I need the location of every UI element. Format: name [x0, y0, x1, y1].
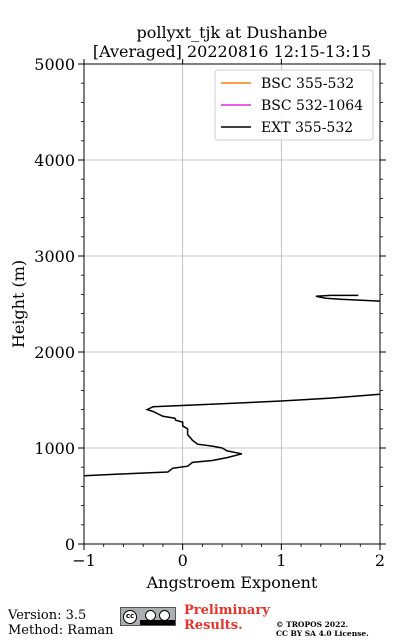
method-text: Method: Raman: [8, 623, 114, 638]
legend-box: [214, 69, 374, 141]
preliminary-line-2: Results.: [184, 618, 243, 633]
y-tick-label: 5000: [34, 55, 75, 74]
y-axis-label: Height (m): [9, 260, 28, 348]
y-tick-label: 2000: [34, 343, 75, 362]
copyright-line-2: CC BY SA 4.0 License.: [276, 629, 369, 638]
grid: [84, 64, 380, 544]
version-text: Version: 3.5: [8, 608, 87, 623]
legend-label: BSC 355-532: [261, 76, 354, 92]
x-tick-label: 2: [375, 551, 385, 570]
cc-license-badge: cc: [120, 607, 176, 626]
series-line-2: [84, 393, 380, 477]
series-group: [84, 294, 380, 477]
x-tick-label: 0: [178, 551, 188, 570]
x-tick-label: −1: [72, 551, 96, 570]
x-tick-label: 1: [276, 551, 286, 570]
chart-title: pollyxt_tjk at Dushanbe: [136, 23, 327, 42]
y-tick-label: 1000: [34, 439, 75, 458]
x-axis-label: Angstroem Exponent: [146, 573, 318, 592]
cc-icon: cc: [123, 610, 137, 624]
axes-frame: [83, 63, 381, 545]
legend-label: EXT 355-532: [261, 120, 353, 136]
y-tick-label: 4000: [34, 151, 75, 170]
series-line-3: [315, 294, 380, 302]
chart-subtitle: [Averaged] 20220816 12:15-13:15: [93, 42, 371, 61]
preliminary-line-1: Preliminary: [184, 603, 270, 618]
copyright-line-1: © TROPOS 2022.: [276, 620, 349, 629]
license-strip: [140, 620, 175, 625]
y-tick-label: 0: [65, 535, 75, 554]
plot-area: [84, 64, 380, 544]
y-tick-label: 3000: [34, 247, 75, 266]
legend-label: BSC 532-1064: [261, 98, 363, 114]
plot-background: [84, 64, 380, 544]
legend: BSC 355-532 BSC 532-1064 EXT 355-532: [214, 69, 374, 141]
axes: [83, 63, 381, 545]
